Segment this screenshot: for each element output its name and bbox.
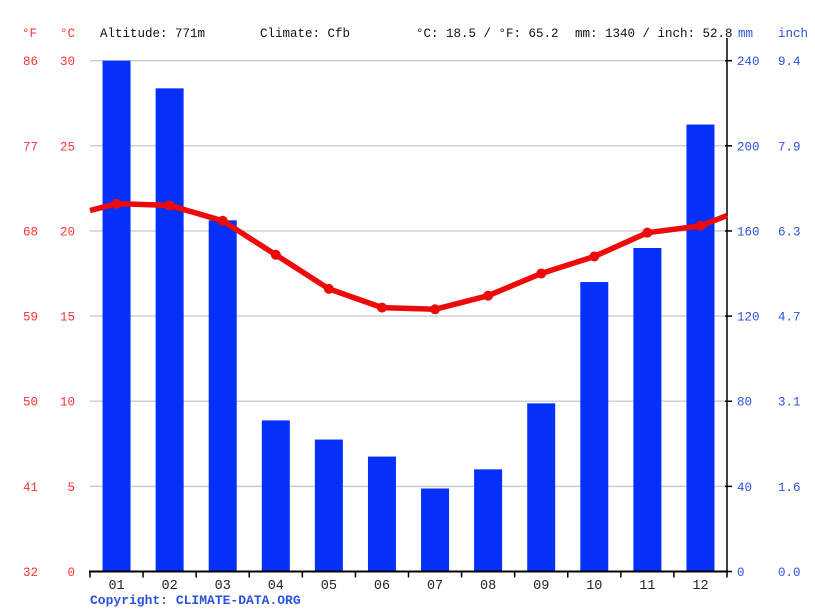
y-label-inch: 7.9 (778, 140, 801, 154)
y-label-mm: 160 (737, 225, 760, 239)
y-label-mm: 40 (737, 481, 752, 495)
y-label-mm: 0 (737, 566, 745, 580)
month-label: 04 (268, 579, 284, 594)
mm-axis-title: mm (738, 27, 754, 41)
y-label-inch: 1.6 (778, 481, 801, 495)
y-label-inch: 3.1 (778, 396, 801, 410)
precip-bar-11 (633, 247, 662, 572)
copyright: Copyright: CLIMATE-DATA.ORG (90, 593, 301, 608)
month-label: 05 (321, 579, 337, 594)
y-label-mm: 80 (737, 396, 752, 410)
y-label-f: 86 (23, 55, 38, 69)
precip-bar-05 (314, 439, 343, 572)
y-label-inch: 0.0 (778, 566, 801, 580)
y-label-f: 50 (23, 396, 38, 410)
y-label-c: 30 (60, 55, 75, 69)
y-label-f: 77 (23, 140, 38, 154)
fahrenheit-axis-title: °F (21, 27, 37, 41)
month-label: 10 (586, 579, 602, 594)
month-label: 09 (533, 579, 549, 594)
y-label-f: 68 (23, 225, 38, 239)
y-label-c: 15 (60, 311, 75, 325)
temp-point-02 (164, 200, 175, 211)
precip-bar-10 (580, 282, 609, 572)
climate-class-label: Climate: Cfb (260, 27, 351, 41)
precip-bar-08 (474, 469, 503, 572)
y-label-inch: 6.3 (778, 225, 801, 239)
temp-point-03 (217, 215, 228, 226)
y-label-c: 0 (67, 566, 75, 580)
temp-point-07 (430, 304, 441, 315)
y-label-inch: 9.4 (778, 55, 801, 69)
temp-point-10 (589, 251, 600, 262)
precip-bar-12 (686, 124, 715, 572)
y-label-mm: 120 (737, 311, 760, 325)
month-label: 02 (162, 579, 178, 594)
y-label-f: 59 (23, 311, 38, 325)
precip-bar-02 (155, 88, 184, 572)
y-label-f: 41 (23, 481, 38, 495)
temp-point-04 (270, 249, 281, 260)
precip-bar-04 (261, 420, 290, 572)
y-label-c: 5 (67, 481, 75, 495)
y-label-f: 32 (23, 566, 38, 580)
month-label: 07 (427, 579, 443, 594)
precip-bar-09 (527, 403, 556, 572)
mean-temperature-label: °C: 18.5 / °F: 65.2 (416, 27, 559, 41)
temp-point-09 (536, 268, 547, 279)
precip-bar-06 (367, 456, 396, 572)
month-label: 08 (480, 579, 496, 594)
month-label: 12 (692, 579, 708, 594)
annual-precipitation-label: mm: 1340 / inch: 52.8 (575, 27, 733, 41)
y-label-mm: 200 (737, 140, 760, 154)
temp-point-01 (111, 198, 122, 209)
copyright-label: Copyright: (90, 593, 176, 608)
temp-point-06 (376, 302, 387, 313)
celsius-axis-title: °C (59, 27, 75, 41)
temp-point-11 (642, 227, 653, 238)
y-label-c: 20 (60, 225, 75, 239)
temp-point-05 (323, 283, 334, 294)
copyright-link[interactable]: CLIMATE-DATA.ORG (175, 593, 301, 608)
precip-bar-01 (102, 60, 131, 572)
y-label-c: 10 (60, 396, 75, 410)
temp-point-08 (483, 290, 494, 301)
altitude-label: Altitude: 771m (100, 27, 206, 41)
temp-point-12 (695, 220, 706, 231)
month-label: 03 (215, 579, 231, 594)
precip-bar-07 (421, 488, 450, 572)
temp-line (89, 200, 728, 313)
y-label-c: 25 (60, 140, 75, 154)
month-label: 06 (374, 579, 390, 594)
precip-bar-03 (208, 220, 237, 572)
inch-axis-title: inch (778, 27, 809, 41)
y-label-inch: 4.7 (778, 311, 801, 325)
month-label: 01 (108, 579, 124, 594)
month-label: 11 (639, 579, 655, 594)
y-label-mm: 240 (737, 55, 760, 69)
